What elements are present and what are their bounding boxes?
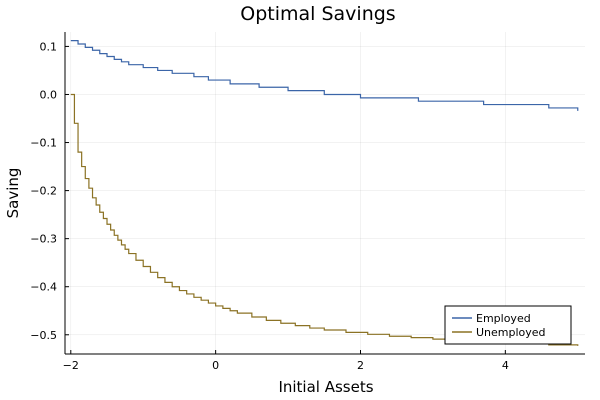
legend-label-employed: Employed [476,312,531,325]
y-tick-label: −0.3 [30,233,57,246]
tick-layer: −2 0 2 4 0.1 0.0 −0.1 −0.2 −0.3 −0.4 −0.5 [30,40,509,372]
chart-title: Optimal Savings [240,3,395,25]
y-tick-label: −0.2 [30,185,57,198]
x-tick-label: 0 [212,359,219,372]
series-line-employed [70,40,579,111]
y-axis-label: Saving [4,168,22,219]
y-tick-label: 0.0 [40,88,58,101]
series-line-unemployed [70,93,579,346]
x-tick-label: 4 [502,359,509,372]
legend-box [444,305,572,345]
x-axis-label: Initial Assets [278,378,373,396]
legend: Employed Unemployed [444,305,572,345]
y-tick-label: −0.5 [30,329,57,342]
y-tick-label: −0.4 [30,281,57,294]
y-tick-label: −0.1 [30,137,57,150]
y-tick-label: 0.1 [40,40,58,53]
series-layer [70,40,579,346]
x-tick-label: −2 [63,359,79,372]
x-tick-label: 2 [357,359,364,372]
legend-label-unemployed: Unemployed [476,326,546,339]
